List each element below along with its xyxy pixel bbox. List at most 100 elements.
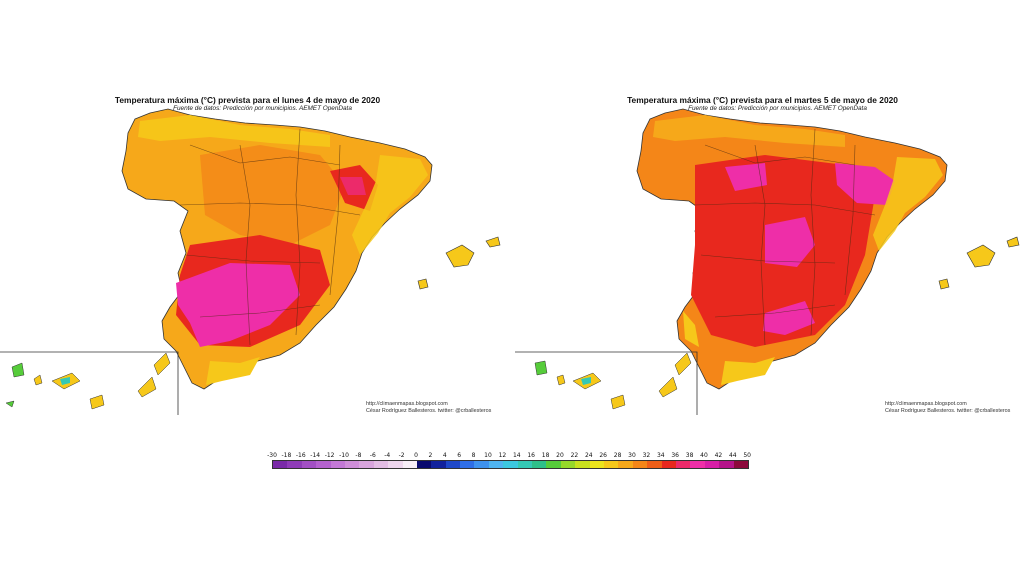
legend-tick-label: 12	[498, 452, 507, 459]
legend-swatch	[618, 461, 633, 468]
legend-swatch	[359, 461, 374, 468]
legend-swatch	[373, 461, 389, 468]
credit-author: César Rodríguez Ballesteros. twitter: @c…	[885, 407, 1011, 414]
legend-swatch	[287, 461, 302, 468]
temperature-color-legend: -30 -18 -16 -14 -12 -10 -8 -6 -4 -2 0 2 4 6 8 10 12 14 16 1…	[267, 452, 751, 469]
legend-tick-label: -18	[281, 452, 292, 459]
canary-islands-inset	[515, 351, 698, 415]
zone-magenta-south	[176, 263, 300, 347]
legend-tick-label: -14	[310, 452, 321, 459]
legend-swatch	[474, 461, 489, 468]
legend-tick-label: -12	[324, 452, 335, 459]
legend-tick-label: 4	[442, 452, 447, 459]
legend-swatch	[503, 461, 518, 468]
temperature-map-monday	[0, 108, 501, 415]
legend-swatch	[445, 461, 461, 468]
legend-tick-label: 0	[414, 452, 418, 459]
map-panel-tuesday: Temperatura máxima (°C) prevista para el…	[515, 85, 1020, 420]
legend-swatch	[460, 461, 475, 468]
legend-swatch	[488, 461, 504, 468]
legend-swatch	[546, 461, 561, 468]
legend-swatch	[402, 461, 417, 468]
legend-swatch	[733, 461, 748, 468]
legend-tick-label: 36	[671, 452, 680, 459]
credit-url: http://climaenmapas.blogspot.com	[366, 401, 448, 407]
zone-magenta-ebro	[835, 163, 895, 205]
zone-magenta-north	[725, 163, 767, 191]
legend-tick-label: 40	[700, 452, 708, 459]
legend-tick-label: 44	[728, 452, 737, 459]
legend-tick-label: 50	[743, 452, 752, 459]
legend-tick-labels: -30 -18 -16 -14 -12 -10 -8 -6 -4 -2 0 2 4 6 8 10 12 14 16 1…	[267, 452, 751, 459]
zone-yellow-east	[873, 157, 943, 251]
legend-tick-label: 20	[556, 452, 564, 459]
legend-swatch	[690, 461, 705, 468]
credit-block-monday: http://climaenmapas.blogspot.com César R…	[366, 401, 491, 414]
legend-swatch	[517, 461, 533, 468]
legend-tick-label: 26	[599, 452, 608, 459]
zone-yellow-east	[352, 155, 428, 255]
zone-orange-north	[653, 115, 845, 147]
legend-tick-label: -4	[384, 452, 391, 459]
temperature-map-tuesday	[515, 108, 1020, 415]
map-panel-monday: Temperatura máxima (°C) prevista para el…	[0, 85, 505, 420]
legend-swatch	[632, 461, 648, 468]
zone-orange-center	[200, 145, 345, 245]
legend-tick-label: 22	[570, 452, 579, 459]
legend-swatch	[675, 461, 691, 468]
legend-tick-label: -2	[398, 452, 405, 459]
legend-tick-label: -6	[369, 452, 376, 459]
balearic-islands	[938, 236, 1020, 290]
legend-tick-label: 34	[656, 452, 665, 459]
legend-swatch	[431, 461, 446, 468]
zone-yellow-south	[206, 357, 260, 385]
legend-tick-label: 8	[471, 452, 476, 459]
legend-swatch	[603, 461, 619, 468]
balearic-islands	[417, 236, 501, 290]
legend-swatch	[719, 461, 734, 468]
legend-tick-label: 38	[685, 452, 694, 459]
legend-swatch	[704, 461, 720, 468]
legend-swatch	[575, 461, 590, 468]
zone-magenta-ebro	[340, 177, 366, 195]
legend-color-bar	[272, 460, 749, 469]
map-title-tuesday: Temperatura máxima (°C) prevista para el…	[627, 95, 898, 105]
legend-tick-label: 28	[613, 452, 622, 459]
legend-tick-label: -16	[295, 452, 306, 459]
map-title-monday: Temperatura máxima (°C) prevista para el…	[114, 95, 381, 105]
credit-block-tuesday: http://climaenmapas.blogspot.com César R…	[885, 401, 1010, 414]
legend-swatch	[532, 461, 547, 468]
legend-swatch	[388, 461, 403, 468]
legend-swatch	[647, 461, 662, 468]
legend-tick-label: 18	[541, 452, 550, 459]
legend-tick-label: -8	[355, 452, 362, 459]
map-subtitle-tuesday: Fuente de datos: Predicción por municipi…	[688, 105, 867, 112]
legend-tick-label: -10	[339, 452, 349, 459]
legend-tick-label: 14	[512, 452, 521, 459]
credit-author: César Rodríguez Ballesteros. twitter: @c…	[366, 407, 492, 414]
zone-magenta-center	[765, 217, 815, 267]
zone-yellow-north	[138, 115, 330, 147]
region-borders	[694, 128, 876, 346]
canary-islands-inset	[0, 351, 179, 415]
legend-swatch	[316, 461, 331, 468]
legend-swatch	[416, 461, 432, 468]
legend-swatch	[344, 461, 360, 468]
legend-swatch	[589, 461, 604, 468]
legend-swatch	[661, 461, 676, 468]
zone-yellow-southwest	[683, 311, 775, 385]
legend-tick-label: 32	[642, 452, 651, 459]
legend-swatch	[273, 461, 288, 468]
map-subtitle-monday: Fuente de datos: Predicción por municipi…	[173, 105, 352, 112]
legend-swatch	[330, 461, 345, 468]
legend-tick-label: 24	[584, 452, 593, 459]
legend-tick-label: 2	[428, 452, 433, 459]
legend-tick-label: 16	[527, 452, 536, 459]
legend-tick-label: -30	[267, 452, 277, 459]
legend-tick-label: 6	[457, 452, 462, 459]
legend-swatch	[560, 461, 576, 468]
legend-swatch	[301, 461, 317, 468]
region-borders	[179, 128, 361, 346]
legend-tick-label: 30	[628, 452, 636, 459]
legend-tick-label: 10	[484, 452, 492, 459]
